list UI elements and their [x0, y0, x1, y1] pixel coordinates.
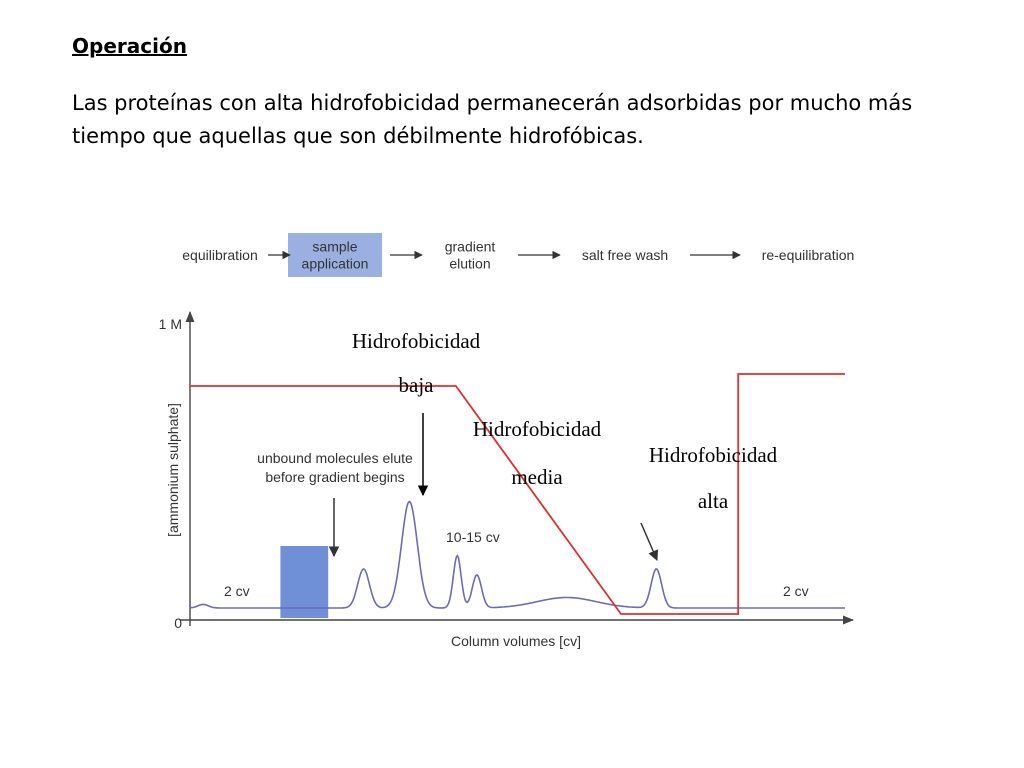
alta-peak-arrow	[640, 522, 659, 561]
label-alta-line-2: alta	[698, 489, 729, 513]
y-tick-label-bottom: 0	[174, 615, 182, 631]
cv-mid-annotation: 10-15 cv	[446, 529, 500, 545]
cv-right-annotation: 2 cv	[783, 583, 809, 599]
label-baja-line-2: baja	[399, 373, 435, 397]
workflow-step-label: application	[302, 256, 369, 272]
workflow-step-0: equilibration	[182, 247, 258, 263]
slide-body: Las proteínas con alta hidrofobicidad pe…	[72, 91, 913, 148]
workflow-step-label: elution	[449, 256, 490, 272]
workflow-step-4: re-equilibration	[762, 247, 855, 263]
slide-heading: Operación	[72, 34, 187, 58]
y-axis-label: [ammonium sulphate]	[165, 403, 181, 537]
sample-application-band	[280, 546, 329, 618]
label-baja-line-1: Hidrofobicidad	[352, 329, 481, 353]
label-media-line-2: media	[511, 465, 563, 489]
unbound-annotation-line-2: before gradient begins	[265, 469, 404, 485]
y-tick-label-top: 1 M	[159, 316, 182, 332]
salt-gradient-series-line	[190, 373, 845, 615]
workflow-step-highlight	[288, 233, 382, 277]
label-alta-line-1: Hidrofobicidad	[649, 443, 778, 467]
x-axis-label: Column volumes [cv]	[451, 633, 581, 649]
workflow-step-label: salt free wash	[582, 247, 668, 263]
workflow-step-label: gradient	[445, 239, 496, 255]
absorbance-series-line	[189, 500, 845, 609]
unbound-annotation-line-1: unbound molecules elute	[257, 450, 413, 466]
label-media-line-1: Hidrofobicidad	[473, 417, 602, 441]
cv-left-annotation: 2 cv	[224, 583, 250, 599]
workflow-step-label: re-equilibration	[762, 247, 855, 263]
plot-area: 1 M 0 [ammonium sulphate] Column volumes…	[159, 310, 855, 649]
workflow-step-label: equilibration	[182, 247, 258, 263]
workflow-step-label: sample	[312, 239, 357, 255]
workflow-step-3: salt free wash	[582, 247, 668, 263]
